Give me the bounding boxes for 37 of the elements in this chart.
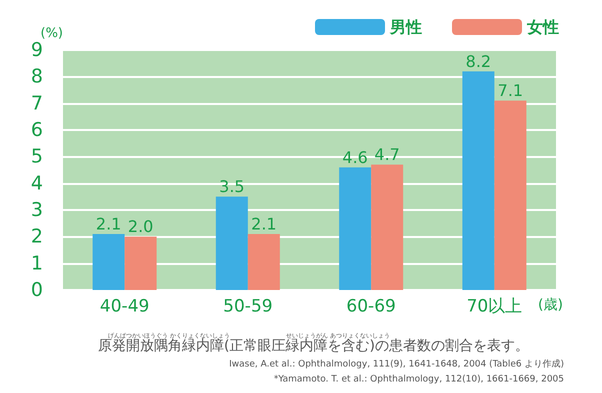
text: 原発開放隅角緑内障(正常眼圧緑内障を含む)の患者数の割合を表す。 [98,338,529,354]
x-tick-label: 60-69 [346,296,396,316]
bar [494,100,526,290]
bar [371,164,404,290]
x-tick-label: 50-59 [223,296,273,316]
y-tick-label: 5 [30,146,43,168]
bar [216,196,248,290]
bar [248,234,280,290]
y-tick-label: 0 [30,279,43,301]
y-tick-label: 6 [30,119,43,141]
y-tick-label: 2 [30,226,43,248]
legend-label: 女性 [526,18,559,36]
bar [462,71,494,290]
bar [124,236,157,290]
y-tick-label: 3 [30,199,43,221]
y-tick-label: 8 [30,66,43,88]
bar [92,234,125,290]
text: *Yamamoto. T. et al.: Ophthalmology, 112(10), 1661-1669, 2005 [274,374,564,384]
data-label: 8.2 [466,52,492,71]
legend-label: 男性 [389,18,422,36]
y-tick-label: 7 [30,92,43,114]
text: Iwase, A.et al.: Ophthalmology, 111(9), 1641-1648, 2004 (Table6 より作成) [229,358,564,370]
y-tick-label: 1 [30,252,43,274]
y-axis-title: (%) [40,26,63,41]
data-label: 2.0 [128,217,154,236]
data-label: 4.7 [374,145,400,164]
data-label: 7.1 [498,81,524,100]
data-label: 3.5 [219,177,245,196]
data-label: 2.1 [251,214,277,234]
x-axis-title: (歳) [538,297,563,313]
y-tick-label: 4 [30,172,43,194]
x-tick-label: 40-49 [100,296,150,316]
data-label: 2.1 [96,214,122,234]
x-tick-label: 70以上 [466,296,522,316]
y-tick-label: 9 [30,39,43,61]
data-label: 4.6 [342,148,368,167]
bar [339,167,372,290]
